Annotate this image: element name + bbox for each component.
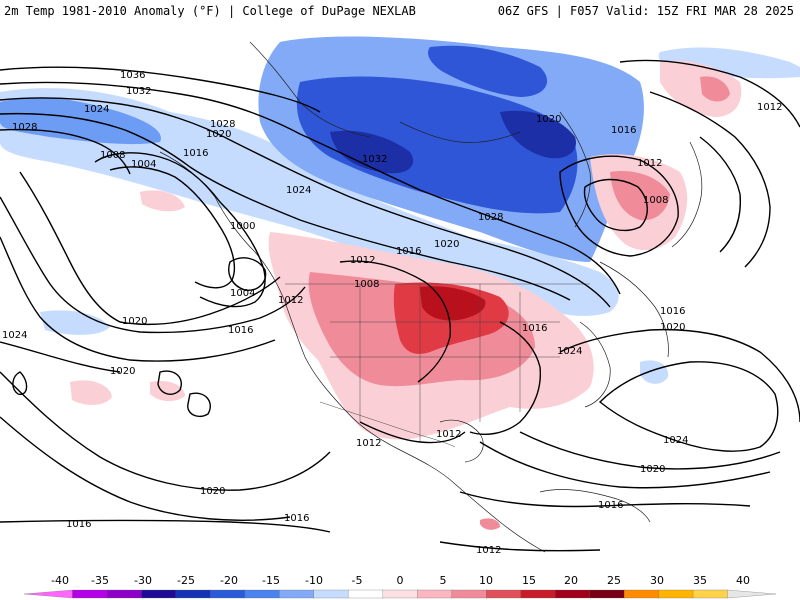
colorbar-tick-label: 0	[397, 574, 404, 587]
colorbar-swatch	[623, 589, 660, 599]
isobar-contours	[0, 59, 800, 552]
isobar-label: 1004	[131, 159, 156, 170]
colorbar-tick-label: 35	[693, 574, 707, 587]
colorbar-swatch	[210, 589, 246, 599]
colorbar-tick-label: -30	[134, 574, 152, 587]
colorbar-swatch	[417, 589, 453, 599]
colorbar-swatch	[554, 589, 591, 599]
colorbar-swatch	[348, 589, 384, 599]
isobar-label: 1016	[660, 306, 685, 317]
isobar-label: 1012	[637, 158, 662, 169]
isobar-label: 1024	[84, 104, 109, 115]
anomaly-colorbar: -40 -35 -30 -25 -20 -15 -10 -5 0 5 10 15…	[23, 574, 777, 599]
isobar-label: 1024	[286, 185, 311, 196]
isobar-label: 1028	[210, 119, 235, 130]
colorbar-tick-label: -25	[177, 574, 195, 587]
isobar-label: 1024	[2, 330, 27, 341]
colorbar-tick-label: -10	[305, 574, 323, 587]
isobar-label: 1020	[536, 114, 561, 125]
colorbar-swatch	[279, 589, 315, 599]
isobar-label: 1016	[66, 519, 91, 530]
isobar-labels: 1036 1032 1028 1024 1028 1020 1016 1008 …	[2, 70, 782, 556]
isobar-label: 1008	[100, 150, 125, 161]
isobar-label: 1000	[230, 221, 255, 232]
colorbar-tick-label: -5	[352, 574, 363, 587]
colorbar-swatch	[589, 589, 625, 599]
isobar-label: 1016	[522, 323, 547, 334]
colorbar-swatch	[72, 589, 108, 599]
political-borders	[285, 283, 590, 448]
isobar-label: 1016	[183, 148, 208, 159]
colorbar-tick-label: -40	[51, 574, 69, 587]
colorbar-tick-label: -35	[91, 574, 109, 587]
colorbar-swatches	[23, 589, 777, 599]
isobar-label: 1008	[354, 279, 379, 290]
colorbar-tick-label: 10	[479, 574, 493, 587]
colorbar-tick-label: -20	[220, 574, 238, 587]
model-run-info: 06Z GFS | F057 Valid: 15Z FRI MAR 28 202…	[497, 4, 794, 18]
isobar-label: 1032	[362, 154, 387, 165]
isobar-label: 1008	[643, 195, 668, 206]
isobar-label: 1020	[640, 464, 665, 475]
colorbar-tick-label: 25	[607, 574, 621, 587]
isobar-label: 1012	[356, 438, 381, 449]
colorbar-swatch	[106, 589, 143, 599]
isobar-label: 1036	[120, 70, 145, 81]
isobar-label: 1024	[663, 435, 688, 446]
isobar-label: 1016	[598, 500, 623, 511]
isobar-label: 1032	[126, 86, 151, 97]
colorbar-tick-label: 5	[440, 574, 447, 587]
colorbar-tick-label: 20	[564, 574, 578, 587]
isobar-label: 1016	[284, 513, 309, 524]
isobar-label: 1004	[230, 288, 255, 299]
isobar-label: 1020	[200, 486, 225, 497]
colorbar-swatch	[244, 589, 280, 599]
isobar-label: 1028	[12, 122, 37, 133]
colorbar-swatch	[727, 589, 777, 599]
isobar-label: 1020	[206, 129, 231, 140]
isobar-label: 1012	[476, 545, 501, 556]
isobar-label: 1012	[350, 255, 375, 266]
colorbar-tick-label: 40	[736, 574, 750, 587]
colorbar-swatch	[520, 589, 556, 599]
isobar-label: 1020	[110, 366, 135, 377]
map-title: 2m Temp 1981-2010 Anomaly (°F) | College…	[4, 4, 416, 18]
isobar-label: 1024	[557, 346, 582, 357]
cold-anomaly-shading	[0, 36, 800, 384]
isobar-label: 1012	[757, 102, 782, 113]
colorbar-swatch	[658, 589, 694, 599]
colorbar-tick-label: 15	[522, 574, 536, 587]
temperature-anomaly-map: 1036 1032 1028 1024 1028 1020 1016 1008 …	[0, 22, 800, 570]
isobar-label: 1020	[122, 316, 147, 327]
isobar-label: 1020	[434, 239, 459, 250]
colorbar-swatch	[382, 589, 418, 599]
isobar-label: 1016	[396, 246, 421, 257]
colorbar-ticks: -40 -35 -30 -25 -20 -15 -10 -5 0 5 10 15…	[51, 574, 750, 587]
map-header: 2m Temp 1981-2010 Anomaly (°F) | College…	[0, 0, 800, 22]
isobar-label: 1028	[478, 212, 503, 223]
colorbar-tick-label: -15	[262, 574, 280, 587]
colorbar-swatch	[175, 589, 212, 599]
colorbar-tick-label: 30	[650, 574, 664, 587]
colorbar-swatch	[486, 589, 522, 599]
colorbar-swatch	[23, 589, 73, 599]
isobar-label: 1012	[278, 295, 303, 306]
colorbar-swatch	[313, 589, 349, 599]
colorbar-swatch	[141, 589, 177, 599]
isobar-label: 1016	[611, 125, 636, 136]
colorbar-swatch	[692, 589, 729, 599]
isobar-label: 1012	[436, 429, 461, 440]
colorbar-swatch	[451, 589, 487, 599]
isobar-label: 1020	[660, 322, 685, 333]
isobar-label: 1016	[228, 325, 253, 336]
